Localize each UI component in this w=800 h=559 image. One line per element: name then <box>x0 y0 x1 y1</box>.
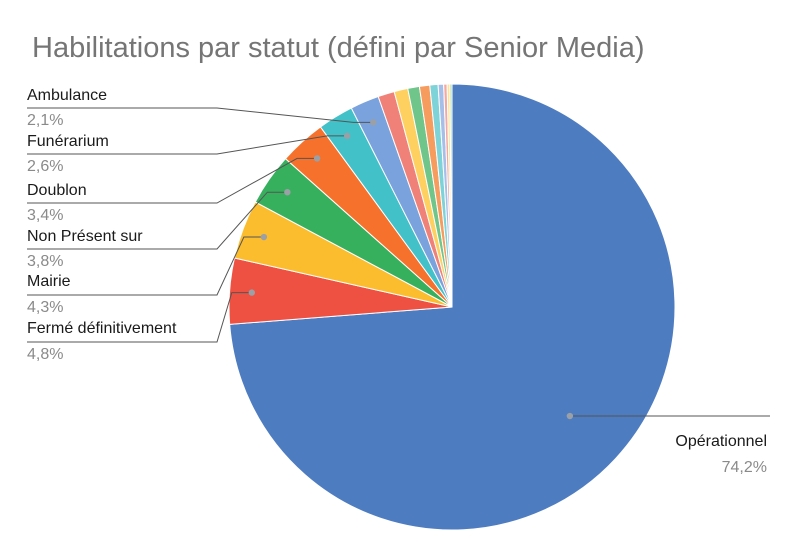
slice-label-value: 74,2% <box>722 459 767 476</box>
slice-label-value: 3,8% <box>27 253 63 270</box>
slice-labels: Opérationnel 74,2% Fermé définitivement 4,8… <box>27 87 767 476</box>
leader-dot <box>248 289 256 296</box>
slice-label-name: Opérationnel <box>675 433 767 450</box>
slice-label-name: Doublon <box>27 182 87 199</box>
slice-label-name: Funérarium <box>27 133 109 150</box>
slice-label-name: Non Présent sur <box>27 228 143 245</box>
leader-line <box>27 157 318 204</box>
pie-slice-15 <box>449 83 453 308</box>
slice-label-name: Ambulance <box>27 87 107 104</box>
slice-label-name: Mairie <box>27 273 71 290</box>
slice-label-value: 3,4% <box>27 207 63 224</box>
leader-dot <box>370 119 377 126</box>
leader-lines <box>27 107 770 420</box>
leader-dot <box>284 188 291 196</box>
slice-label-value: 4,3% <box>27 299 63 316</box>
leader-line <box>27 107 374 123</box>
slice-label-value: 4,8% <box>27 346 63 363</box>
leader-line <box>27 191 288 250</box>
chart-title: Habilitations par statut (défini par Sen… <box>32 32 645 64</box>
leader-dot <box>260 233 268 241</box>
leader-line <box>27 292 252 343</box>
slice-label-value: 2,6% <box>27 158 63 175</box>
slice-label-value: 2,1% <box>27 112 63 129</box>
leader-dot <box>313 155 321 162</box>
leader-line <box>27 236 264 296</box>
slice-label-name: Fermé définitivement <box>27 320 177 337</box>
leader-dot <box>343 132 351 140</box>
leader-line <box>27 135 348 155</box>
pie-slices <box>228 83 676 531</box>
leader-dot <box>566 412 574 420</box>
